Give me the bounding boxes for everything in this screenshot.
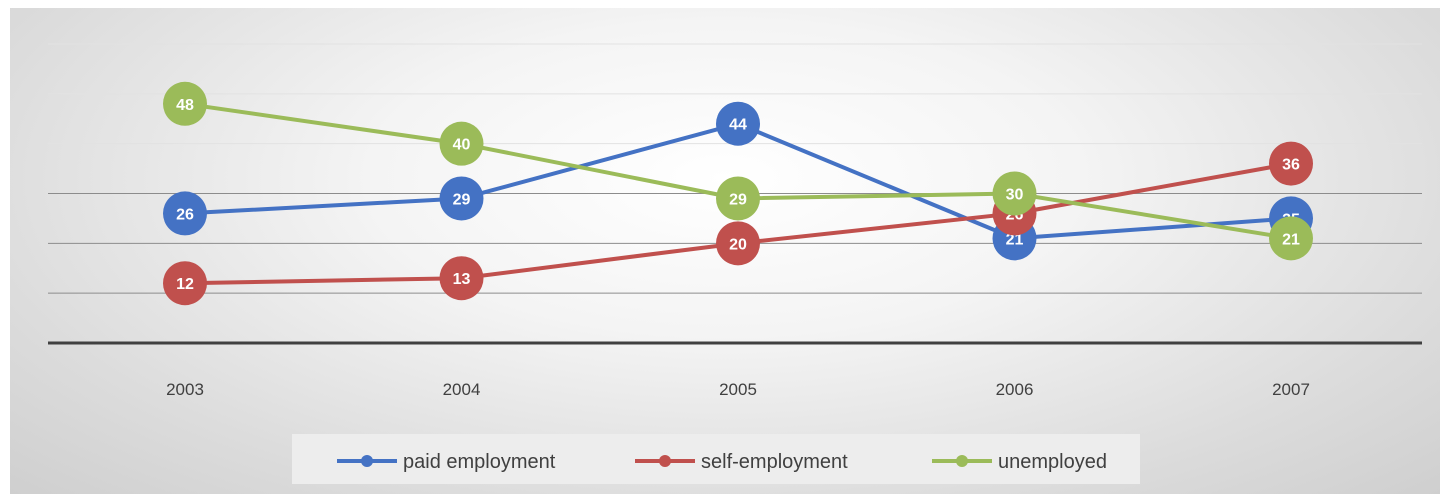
data-label: 44 — [729, 117, 747, 134]
legend-label: self-employment — [701, 451, 848, 473]
x-tick-label: 2005 — [719, 380, 757, 399]
data-label: 40 — [453, 137, 471, 154]
data-label: 26 — [176, 206, 194, 223]
x-tick-label: 2004 — [443, 380, 481, 399]
x-tick-labels: 2003 2004 2005 2006 2007 — [166, 380, 1310, 399]
legend-marker — [956, 455, 968, 467]
data-label: 13 — [453, 271, 471, 288]
data-label: 20 — [729, 236, 747, 253]
data-label: 29 — [453, 191, 471, 208]
data-label: 12 — [176, 276, 194, 293]
x-tick-label: 2003 — [166, 380, 204, 399]
legend: paid employment self-employment unemployed — [292, 434, 1140, 484]
legend-label: paid employment — [403, 451, 556, 473]
legend-marker — [659, 455, 671, 467]
x-tick-label: 2007 — [1272, 380, 1310, 399]
data-label: 48 — [176, 97, 194, 114]
x-tick-label: 2006 — [996, 380, 1034, 399]
data-label: 29 — [729, 191, 747, 208]
legend-label: unemployed — [998, 451, 1107, 473]
legend-marker — [361, 455, 373, 467]
data-label: 21 — [1282, 231, 1300, 248]
data-label: 36 — [1282, 157, 1300, 174]
data-label: 30 — [1006, 187, 1024, 204]
